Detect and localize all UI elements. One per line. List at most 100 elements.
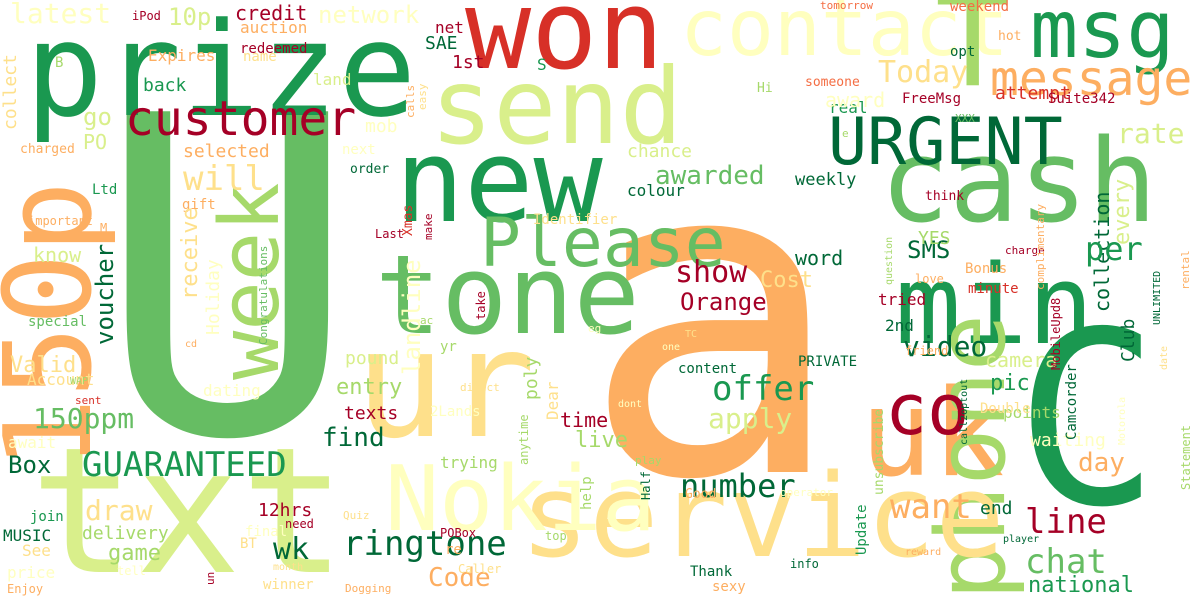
word-TC: TC [685, 329, 698, 340]
word-chat: chat [1025, 542, 1107, 582]
word-prize: prize [25, 0, 417, 146]
word-sexy: sexy [712, 579, 746, 595]
word-want: want [890, 487, 972, 527]
word-Today: Today [878, 55, 969, 90]
word-See: See [22, 541, 51, 560]
word-1st: 1st [452, 52, 485, 73]
word-final: final [245, 524, 288, 540]
word-Bonus: Bonus [965, 261, 1008, 277]
word-pic: pic [990, 371, 1030, 396]
word-Please: Please [480, 204, 726, 283]
word-latest: latest [10, 0, 112, 30]
word-player: player [1003, 534, 1040, 545]
word-Statement: Statement [1179, 424, 1193, 490]
word-someone: someone [805, 75, 860, 90]
word-WAP: WAP [70, 376, 89, 387]
word-rate: rate [1117, 117, 1185, 150]
word-join: join [30, 509, 64, 525]
word-per: per [1085, 230, 1143, 268]
word-uk: uk [860, 365, 1005, 504]
word-FreeMsg: FreeMsg [902, 91, 962, 107]
word-Camcorder: Camcorder [1064, 364, 1080, 440]
word-YES: YES [918, 228, 951, 249]
word-SMS: SMS [907, 236, 951, 264]
word-info: info [790, 557, 819, 571]
word-easy: easy [416, 83, 429, 111]
word-Last: Last [375, 227, 404, 241]
word-Nokia: Nokia [385, 447, 656, 552]
word-msg: msg [1030, 0, 1175, 76]
word-wk: wk [273, 532, 310, 567]
word-MUSIC: MUSIC [3, 526, 52, 545]
word-Valid: Valid [10, 353, 77, 378]
word-service: service [520, 450, 1005, 584]
word-offer: offer [712, 369, 815, 409]
word-send: send [430, 46, 683, 168]
word-Box: Box [8, 451, 52, 479]
word-friend: friend [905, 344, 949, 358]
word-tried: tried [878, 290, 927, 309]
word-colour: colour [627, 181, 685, 200]
word-ac: ac [420, 314, 434, 327]
word-question: question [884, 236, 895, 285]
word-mob: mob [365, 116, 398, 137]
word-B: B [55, 55, 64, 71]
word-GUARANTEED: GUARANTEED [82, 445, 287, 485]
word-e: e [842, 127, 849, 140]
word-rental: rental [1179, 250, 1192, 290]
word-call2optout: call2optout [959, 378, 970, 445]
word-cd: cd [185, 339, 198, 350]
word-MobileUpd8: MobileUpd8 [1049, 297, 1063, 370]
word-calls: calls [404, 84, 417, 118]
word-complimentary: complimentary [1034, 203, 1047, 290]
word-charged: charged [20, 142, 75, 157]
word-Motorola: Motorola [1117, 396, 1128, 445]
word-Congratulations: Congratulations [257, 245, 270, 345]
word-live: live [575, 428, 628, 453]
word-co: co [885, 369, 970, 451]
word-Orange: Orange [680, 288, 767, 316]
word-awarded: awarded [655, 161, 765, 191]
word-eg: eg [588, 322, 602, 335]
word-cash: cash [880, 115, 1157, 249]
word-Code: Code [428, 563, 491, 593]
word-content: content [678, 361, 738, 377]
word-sent: sent [75, 394, 102, 407]
word-URGENT: URGENT [828, 105, 1063, 180]
word-Update: Update [854, 504, 870, 555]
word-know: know [33, 243, 82, 267]
word-make: make [422, 213, 435, 241]
word-direct: direct [460, 381, 500, 394]
word-UNLIMITED: UNLIMITED [1152, 270, 1163, 325]
word-collect: collect [0, 54, 21, 130]
word-voucher: voucher [91, 243, 119, 345]
word-chance: chance [627, 141, 693, 162]
word-message: message [990, 51, 1193, 107]
word-Caller: Caller [458, 562, 502, 576]
word-net: net [435, 18, 464, 37]
word-go: go [83, 103, 112, 131]
word-contact: contact [680, 0, 1009, 74]
word-points: points [1003, 403, 1061, 422]
word-C: C [1015, 280, 1160, 560]
word-price: price [7, 563, 56, 582]
word-winner: winner [263, 577, 314, 593]
word-delivery: delivery [82, 523, 169, 544]
word-line: line [1025, 502, 1107, 542]
word-special: special [28, 314, 88, 330]
word-customer: customer [125, 91, 357, 147]
word-12hrs: 12hrs [258, 500, 313, 521]
word-month: month [273, 562, 304, 573]
word-real: real [829, 98, 868, 117]
word-M: M [100, 221, 108, 235]
word-opt: opt [950, 44, 976, 60]
word-waiting: waiting [1030, 430, 1106, 451]
word-operator: operator [780, 486, 833, 499]
word-poly: poly [521, 356, 542, 400]
word-tone: tone [375, 231, 640, 359]
word-reward: reward [905, 547, 942, 558]
word-un: un [204, 571, 217, 585]
word-10p: 10p [168, 3, 212, 31]
word-pound: pound [345, 348, 400, 369]
word-land: land [313, 70, 352, 89]
